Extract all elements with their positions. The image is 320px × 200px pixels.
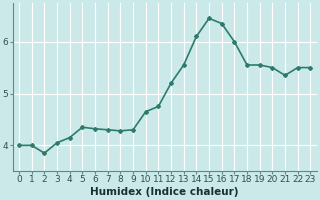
X-axis label: Humidex (Indice chaleur): Humidex (Indice chaleur) [91, 187, 239, 197]
